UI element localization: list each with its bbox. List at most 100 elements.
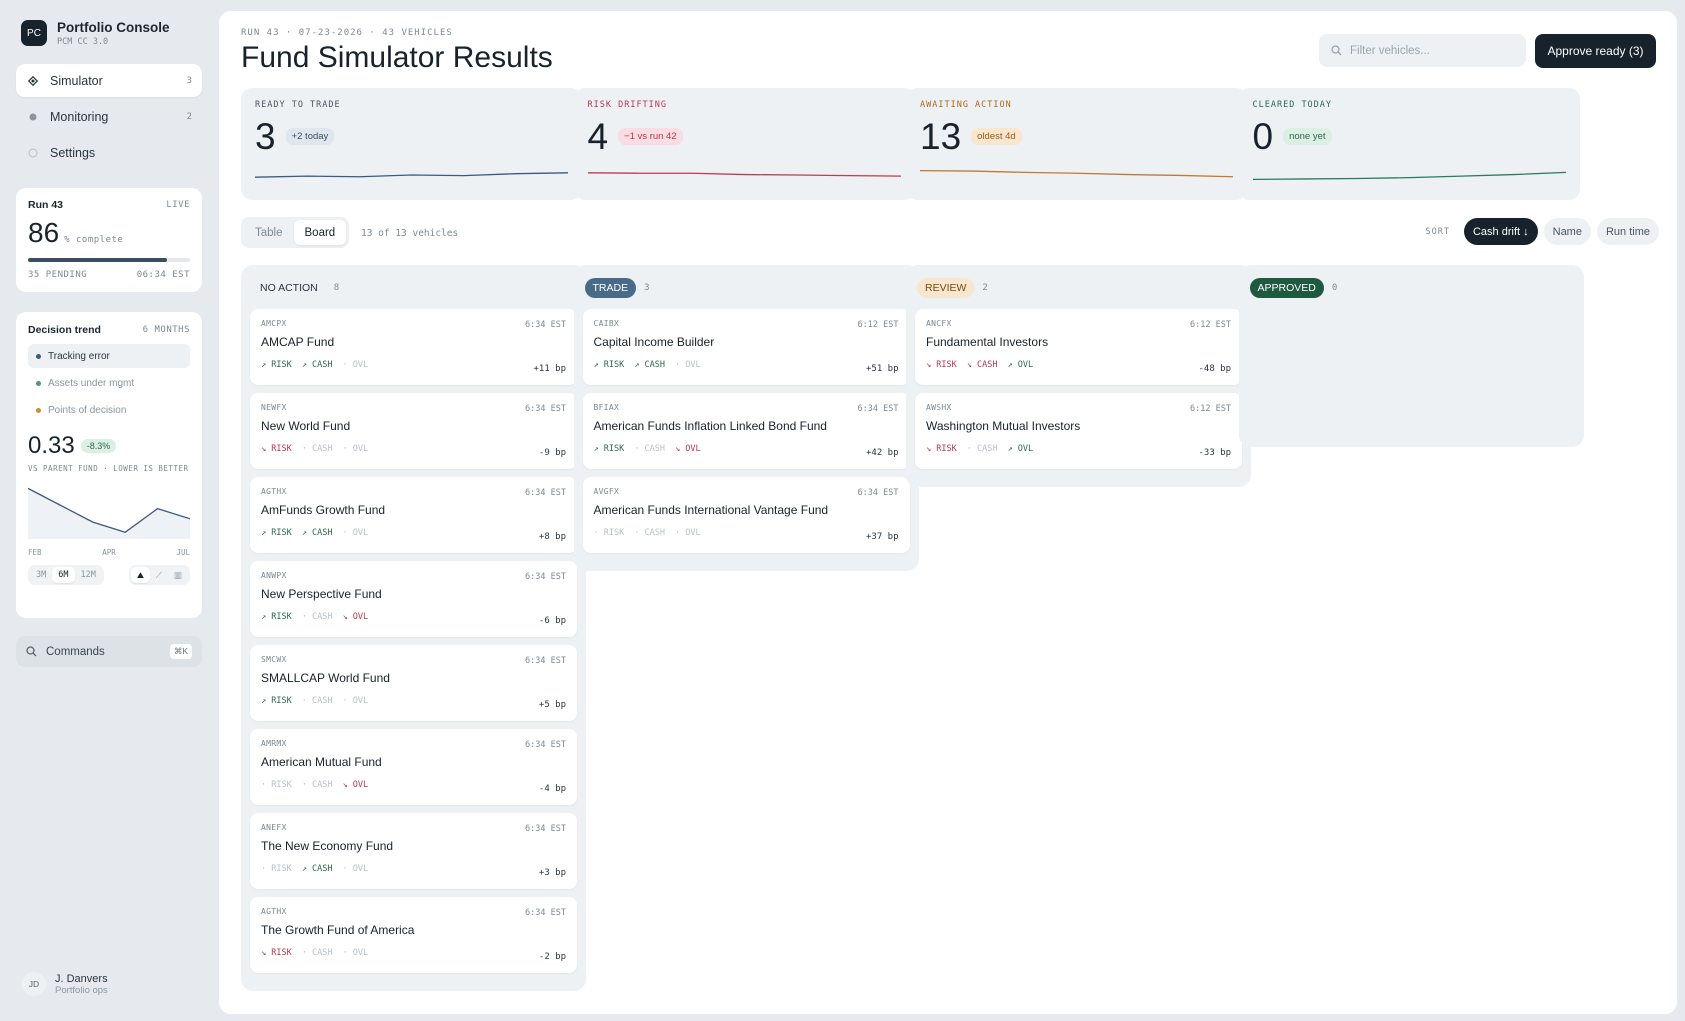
signal-none-icon: ·: [342, 696, 353, 706]
fund-name: American Funds International Vantage Fun…: [593, 503, 829, 517]
signal-down-icon: ↘: [261, 444, 272, 454]
legend-item[interactable]: Points of decision: [28, 398, 190, 422]
legend-item[interactable]: Tracking error: [28, 344, 190, 368]
nav-label: Simulator: [50, 73, 103, 88]
fund-card[interactable]: AWSHX 6:12 EST Washington Mutual Investors…: [915, 393, 1242, 469]
signal-none-icon: ·: [301, 948, 312, 958]
signal-none-icon: ·: [342, 864, 353, 874]
signal-up-icon: ↗: [593, 444, 604, 454]
period-12m[interactable]: 12M: [80, 570, 96, 580]
signal-down-icon: ↘: [926, 360, 937, 370]
fund-signals: ↗ RISK ↗ CASH · OVL: [261, 360, 566, 370]
legend-label: Assets under mgmt: [48, 377, 135, 389]
signal-none-icon: ·: [261, 780, 272, 790]
area-chart-icon[interactable]: ⛰: [130, 567, 151, 583]
signal-none-icon: ·: [674, 528, 686, 538]
sort-option[interactable]: Name: [1543, 218, 1591, 245]
signal-label: OVL: [1017, 444, 1034, 454]
bar-chart-icon[interactable]: ▥: [173, 569, 182, 580]
signal-up-icon: ↗: [261, 528, 272, 538]
fund-card[interactable]: BFIAX 6:34 EST American Funds Inflation Li…: [582, 393, 910, 469]
nav-item-settings[interactable]: Settings: [16, 136, 202, 169]
diamond-icon: [28, 75, 38, 86]
kpi-label: AWAITING ACTION: [920, 100, 1012, 110]
fund-card[interactable]: ANCFX 6:12 EST Fundamental Investors ↘ RISK…: [915, 309, 1242, 385]
fund-card[interactable]: ANWPX 6:34 EST New Perspective Fund ↗ RISK ·…: [250, 561, 577, 637]
approve-ready-button[interactable]: Approve ready (3): [1535, 34, 1656, 68]
fund-card[interactable]: NEWFX 6:34 EST New World Fund ↘ RISK · CASH ·…: [250, 393, 577, 469]
kpi-badge: none yet: [1283, 128, 1332, 145]
trend-area: [28, 488, 190, 539]
period-6m[interactable]: 6M: [52, 567, 75, 583]
fund-card[interactable]: SMCWX 6:34 EST SMALLCAP World Fund ↗ RISK · …: [250, 645, 577, 721]
tab-table[interactable]: Table: [255, 226, 283, 239]
signal-up-icon: ↗: [261, 360, 272, 370]
signal-label: OVL: [1017, 360, 1034, 370]
tab-board[interactable]: Board: [293, 220, 347, 245]
brand: PC Portfolio Console PCM CC 3.0: [21, 16, 202, 50]
signal-cash: · CASH: [634, 444, 665, 454]
fund-signals: ↗ RISK · CASH ↘ OVL: [261, 612, 566, 622]
signal-label: RISK: [271, 360, 292, 370]
sort-option[interactable]: Run time: [1596, 218, 1659, 245]
fund-card[interactable]: AGTHX 6:34 EST The Growth Fund of America ↘…: [250, 897, 577, 973]
legend-label: Points of decision: [48, 404, 127, 416]
legend-item[interactable]: Assets under mgmt: [28, 371, 190, 395]
fund-card[interactable]: AVGFX 6:34 EST American Funds Internationa…: [582, 477, 910, 553]
signal-label: OVL: [685, 360, 701, 370]
fund-card[interactable]: AMCPX 6:34 EST AMCAP Fund ↗ RISK ↗ CASH · OVL…: [250, 309, 577, 385]
signal-cash: · CASH: [302, 696, 333, 706]
search-input[interactable]: Filter vehicles...: [1319, 34, 1526, 67]
trend-title: Decision trend: [28, 324, 101, 336]
fund-signals: ↗ RISK ↗ CASH · OVL: [261, 528, 566, 538]
legend-dot: [36, 407, 41, 413]
signal-none-icon: ·: [261, 864, 272, 874]
signal-label: CASH: [311, 444, 333, 454]
signal-up-icon: ↗: [261, 612, 272, 622]
period-toggle: 3M 6M 12M: [28, 565, 104, 585]
kpi-label: RISK DRIFTING: [587, 100, 668, 110]
signal-up-icon: ↗: [261, 696, 272, 706]
fund-card[interactable]: AGTHX 6:34 EST AmFunds Growth Fund ↗ RISK ↗ …: [250, 477, 577, 553]
signal-label: RISK: [271, 948, 292, 958]
fund-bp: -33 bp: [1198, 448, 1231, 458]
commands-button[interactable]: Commands ⌘K: [16, 636, 202, 667]
fund-name: American Funds Inflation Linked Bond Fun…: [593, 419, 827, 433]
signal-label: OVL: [352, 612, 369, 622]
kpi-badge: +2 today: [285, 128, 335, 145]
fund-time: 6:12 EST: [857, 320, 899, 330]
signal-none-icon: ·: [966, 444, 977, 454]
trend-value: 0.33: [28, 432, 75, 459]
signal-risk: ↗ RISK: [594, 444, 625, 454]
fund-name: Fundamental Investors: [926, 335, 1049, 349]
line-chart-icon[interactable]: ⟋: [156, 569, 162, 580]
user-profile[interactable]: JD J. Danvers Portfolio ops: [22, 972, 108, 996]
trend-legend: Tracking error Assets under mgmt Points of…: [28, 344, 190, 422]
legend-dot: [36, 380, 41, 386]
nav-item-simulator[interactable]: Simulator 3: [16, 64, 202, 97]
signal-label: CASH: [311, 780, 333, 790]
kpi-value: 13: [920, 116, 962, 157]
sparkline-path: [255, 172, 568, 178]
fund-card[interactable]: AMRMX 6:34 EST American Mutual Fund · RISK ·…: [250, 729, 577, 805]
sparkline-path: [587, 172, 901, 177]
signal-cash: · CASH: [302, 780, 333, 790]
vehicle-count: 13 of 13 vehicles: [361, 228, 459, 239]
signal-cash: ↘ CASH: [967, 360, 998, 370]
fund-signals: ↗ RISK · CASH ↘ OVL: [594, 444, 899, 454]
signal-label: CASH: [976, 360, 998, 370]
signal-label: OVL: [352, 780, 369, 790]
column-title: APPROVED: [1249, 278, 1324, 298]
fund-card[interactable]: CAIBX 6:12 EST Capital Income Builder ↗ RIS…: [582, 309, 910, 385]
fund-name: SMALLCAP World Fund: [261, 671, 390, 685]
period-3m[interactable]: 3M: [36, 570, 47, 580]
sort-option[interactable]: Cash drift ↓: [1463, 218, 1538, 245]
nav-item-monitoring[interactable]: Monitoring 2: [16, 100, 202, 133]
trend-chart: [27, 487, 191, 539]
fund-time: 6:34 EST: [525, 404, 566, 414]
fund-signals: · RISK · CASH · OVL: [594, 528, 899, 538]
fund-name: The New Economy Fund: [261, 839, 394, 853]
fund-ticker: AMCPX: [261, 319, 287, 328]
fund-card[interactable]: ANEFX 6:34 EST The New Economy Fund · RISK ↗…: [250, 813, 577, 889]
signal-label: CASH: [311, 360, 333, 370]
